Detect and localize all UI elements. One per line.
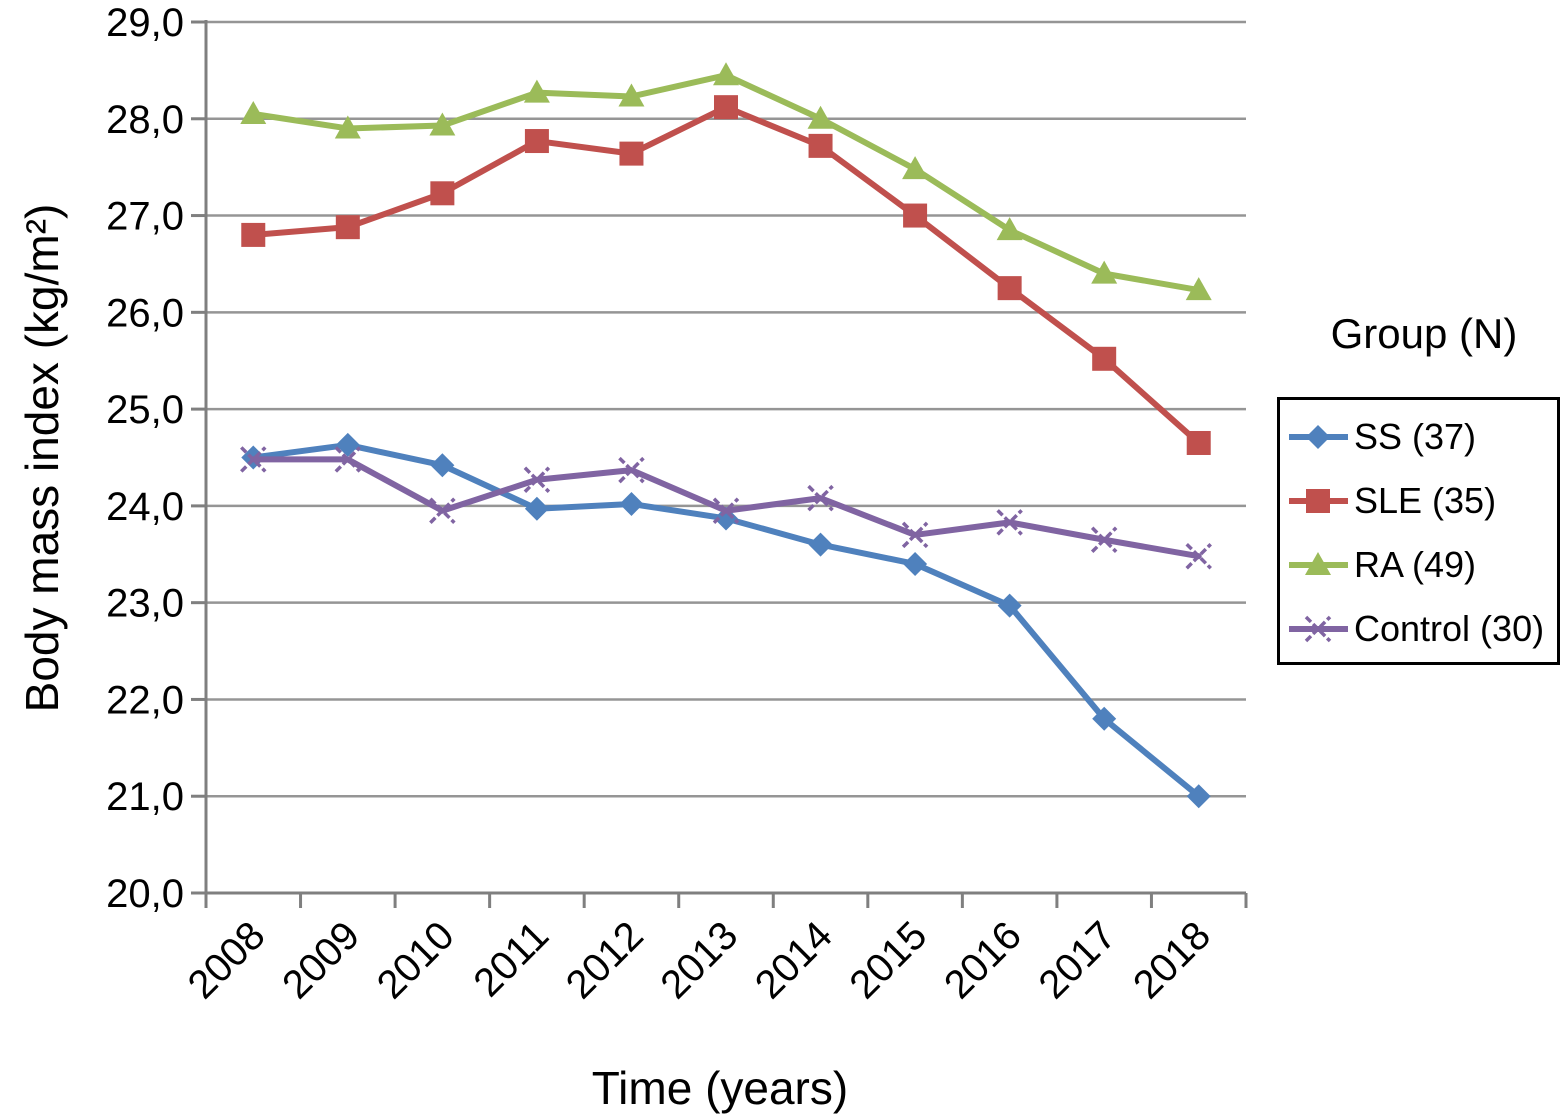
data-point-marker <box>808 133 833 158</box>
y-tick-label: 27,0 <box>106 195 184 239</box>
legend-item-label: Control (30) <box>1354 608 1545 649</box>
y-tick-label: 24,0 <box>106 485 184 529</box>
data-point-marker <box>1186 784 1211 809</box>
y-tick-label: 21,0 <box>106 775 184 819</box>
triangle-marker-icon <box>1289 552 1348 575</box>
x-marker-icon <box>1289 615 1348 643</box>
x-tick-label: 2012 <box>558 913 652 1007</box>
x-tick-label: 2017 <box>1031 913 1125 1007</box>
data-point-marker <box>335 215 360 240</box>
legend-item: SS (37) <box>1280 405 1557 469</box>
legend-item-label: SLE (35) <box>1354 480 1497 521</box>
data-point-marker <box>1186 430 1211 455</box>
data-point-marker <box>523 79 550 103</box>
x-axis-title: Time (years) <box>591 1062 849 1114</box>
x-tick-label: 2016 <box>936 913 1030 1007</box>
y-tick-label: 29,0 <box>106 1 184 45</box>
x-tick-label: 2010 <box>369 913 463 1007</box>
y-tick-label: 20,0 <box>106 872 184 916</box>
legend-item-label: RA (49) <box>1354 544 1477 585</box>
data-point-marker <box>1185 542 1212 570</box>
data-point-marker <box>903 551 928 576</box>
y-tick-label: 25,0 <box>106 388 184 432</box>
series-line <box>250 104 1202 446</box>
data-point-marker <box>1306 489 1330 513</box>
legend-item: Control (30) <box>1280 597 1557 661</box>
legend-title: Group (N) <box>1330 310 1518 357</box>
gridlines <box>206 20 1246 798</box>
x-tick-label: 2014 <box>747 913 841 1007</box>
x-tick-label: 2008 <box>180 913 274 1007</box>
data-point-marker <box>430 181 455 206</box>
data-point-marker <box>997 276 1022 301</box>
series-ra-49- <box>240 62 1212 301</box>
data-point-marker <box>997 593 1022 618</box>
data-point-marker <box>808 532 833 557</box>
data-point-marker <box>430 453 455 478</box>
data-point-marker <box>712 497 740 524</box>
data-point-marker <box>1090 526 1118 553</box>
series-sle-35- <box>241 95 1211 455</box>
data-point-marker <box>429 497 456 524</box>
series-line <box>250 441 1202 800</box>
square-marker-icon <box>1289 489 1348 513</box>
data-point-marker <box>524 496 549 521</box>
x-tick-label: 2013 <box>652 913 746 1007</box>
data-point-marker <box>903 203 928 228</box>
data-point-marker <box>714 506 738 531</box>
data-point-marker <box>618 456 645 484</box>
y-tick-label: 28,0 <box>106 98 184 142</box>
data-point-marker <box>334 115 361 139</box>
legend-item-label: SS (37) <box>1354 416 1477 457</box>
legend: SS (37) SLE (35) RA (49) Control (30) <box>1277 397 1560 665</box>
data-point-marker <box>996 217 1023 241</box>
data-point-marker <box>524 129 549 154</box>
data-point-marker <box>241 222 266 247</box>
legend-item: RA (49) <box>1280 533 1557 597</box>
data-point-marker <box>618 83 645 107</box>
data-point-marker <box>1091 260 1118 284</box>
data-point-marker <box>1304 615 1332 643</box>
data-point-marker <box>1306 425 1330 449</box>
data-point-marker <box>1185 277 1212 301</box>
y-axis-title: Body mass index (kg/m²) <box>16 203 68 713</box>
data-point-marker <box>807 105 834 129</box>
x-tick-label: 2009 <box>274 913 368 1007</box>
y-tick-label: 22,0 <box>106 678 184 722</box>
data-point-marker <box>429 112 456 136</box>
x-tick-label: 2018 <box>1125 913 1219 1007</box>
axes: 20,0 21,0 22,0 23,0 24,0 25,0 26,0 27,0 28,0 29,0… <box>106 1 1248 1007</box>
series-control-30- <box>240 446 1212 570</box>
series-ss-37- <box>241 432 1211 809</box>
data-point-marker <box>996 509 1023 536</box>
data-point-marker <box>619 491 644 516</box>
legend-item: SLE (35) <box>1280 469 1557 533</box>
x-tick-label: 2015 <box>841 913 935 1007</box>
x-tick-label: 2011 <box>465 913 557 1005</box>
series-line <box>250 456 1202 560</box>
y-tick-label: 23,0 <box>106 582 184 626</box>
data-point-marker <box>1305 552 1331 575</box>
data-point-marker <box>1092 346 1117 371</box>
data-point-marker <box>334 446 362 473</box>
data-point-marker <box>807 484 834 512</box>
data-point-marker <box>523 466 551 493</box>
data-point-marker <box>335 432 360 457</box>
y-tick-label: 26,0 <box>106 291 184 335</box>
data-point-marker <box>902 156 929 180</box>
diamond-marker-icon <box>1289 425 1348 449</box>
data-point-marker <box>240 100 267 124</box>
data-point-marker <box>619 141 644 166</box>
data-point-marker <box>240 446 267 473</box>
data-point-marker <box>1092 706 1117 731</box>
data-point-marker <box>714 95 738 120</box>
data-point-marker <box>713 62 739 86</box>
data-point-marker <box>901 521 929 549</box>
